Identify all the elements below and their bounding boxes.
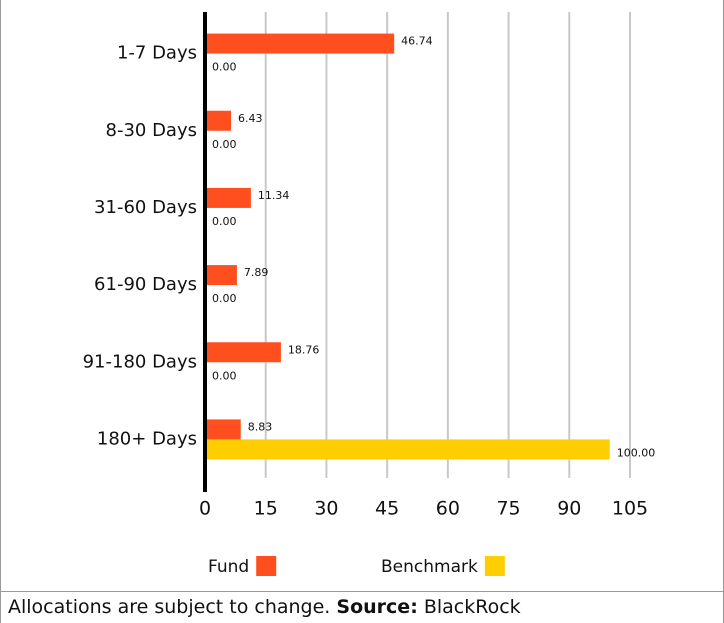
x-tick-label: 105 xyxy=(612,498,648,520)
x-tick-label: 30 xyxy=(314,498,338,520)
x-tick-label: 75 xyxy=(496,498,520,520)
category-label: 31-60 Days xyxy=(94,197,197,218)
value-label: 7.89 xyxy=(244,266,269,279)
value-label: 0.00 xyxy=(212,61,237,74)
value-label: 0.00 xyxy=(212,292,237,305)
category-label: 1-7 Days xyxy=(117,43,197,64)
x-tick-label: 45 xyxy=(375,498,399,520)
value-label: 18.76 xyxy=(288,343,320,356)
bar xyxy=(205,33,395,54)
x-tick-label: 90 xyxy=(557,498,581,520)
x-tick-label: 60 xyxy=(436,498,460,520)
value-label: 11.34 xyxy=(258,189,290,202)
value-label: 46.74 xyxy=(401,35,433,48)
bar xyxy=(205,342,281,363)
bar xyxy=(205,419,241,440)
category-label: 61-90 Days xyxy=(94,274,197,295)
source-label: Source: xyxy=(336,596,417,618)
legend-label: Benchmark xyxy=(381,557,478,577)
footnote: Allocations are subject to change. Sourc… xyxy=(8,596,521,618)
category-label: 180+ Days xyxy=(97,428,197,449)
x-tick-label: 15 xyxy=(254,498,278,520)
value-label: 0.00 xyxy=(212,138,237,151)
category-label: 91-180 Days xyxy=(83,351,197,372)
value-label: 8.83 xyxy=(248,420,273,433)
value-label: 0.00 xyxy=(212,369,237,382)
bar xyxy=(205,187,251,208)
value-label: 100.00 xyxy=(617,446,656,459)
bar xyxy=(205,265,237,286)
x-tick-label: 0 xyxy=(199,498,211,520)
legend-swatch xyxy=(256,556,277,576)
bar xyxy=(205,439,610,460)
source: BlackRock xyxy=(424,596,521,618)
category-label: 8-30 Days xyxy=(106,120,198,141)
value-label: 0.00 xyxy=(212,215,237,228)
legend-label: Fund xyxy=(208,557,249,577)
bar xyxy=(205,110,232,131)
value-label: 6.43 xyxy=(238,112,263,125)
legend-swatch xyxy=(484,556,505,576)
note: Allocations are subject to change. xyxy=(8,596,330,618)
